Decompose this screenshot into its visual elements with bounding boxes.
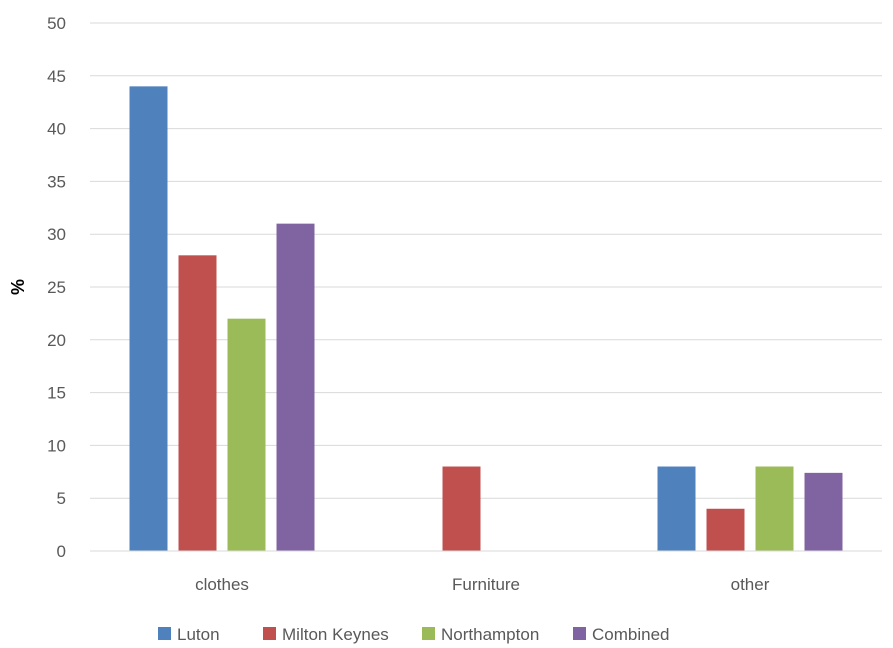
bar-northampton — [227, 318, 266, 551]
legend-label: Luton — [177, 625, 220, 644]
y-tick-label: 0 — [57, 542, 66, 561]
bar-luton — [657, 466, 696, 551]
legend: Luton Milton Keynes Northampton Combined — [158, 625, 670, 644]
y-axis-ticks: 0 5 10 15 20 25 30 35 40 45 50 — [47, 14, 66, 561]
y-tick-label: 30 — [47, 225, 66, 244]
bar-combined — [276, 223, 315, 551]
x-tick-label: Furniture — [452, 575, 520, 594]
y-axis-label: % — [8, 279, 28, 295]
y-tick-label: 15 — [47, 384, 66, 403]
legend-swatch — [158, 627, 171, 640]
x-tick-label: other — [731, 575, 770, 594]
y-tick-label: 10 — [47, 436, 66, 455]
legend-label: Combined — [592, 625, 670, 644]
bar-combined — [804, 472, 843, 551]
legend-label: Milton Keynes — [282, 625, 389, 644]
x-axis-ticks: clothes Furniture other — [195, 575, 770, 594]
y-tick-label: 45 — [47, 67, 66, 86]
bar-milton-keynes — [706, 508, 745, 551]
y-tick-label: 25 — [47, 278, 66, 297]
legend-label: Northampton — [441, 625, 539, 644]
bars — [129, 86, 843, 552]
bar-milton-keynes — [442, 466, 481, 551]
y-tick-label: 20 — [47, 331, 66, 350]
x-tick-label: clothes — [195, 575, 249, 594]
y-tick-label: 50 — [47, 14, 66, 33]
bar-northampton — [755, 466, 794, 551]
legend-swatch — [263, 627, 276, 640]
legend-swatch — [422, 627, 435, 640]
bar-luton — [129, 86, 168, 552]
y-tick-label: 35 — [47, 172, 66, 191]
gridlines — [90, 22, 882, 499]
legend-swatch — [573, 627, 586, 640]
y-tick-label: 40 — [47, 120, 66, 139]
bar-milton-keynes — [178, 255, 217, 551]
y-tick-label: 5 — [57, 489, 66, 508]
